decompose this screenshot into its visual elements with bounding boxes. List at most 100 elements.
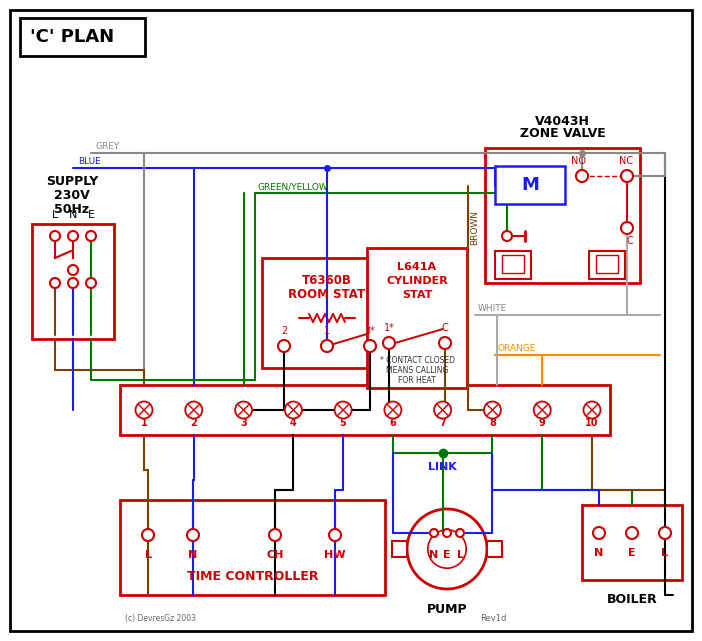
Text: N: N [69, 210, 77, 220]
Text: 6: 6 [390, 418, 396, 428]
Text: E: E [628, 548, 636, 558]
Text: TIME CONTROLLER: TIME CONTROLLER [187, 570, 318, 583]
Circle shape [269, 529, 281, 541]
Text: E: E [443, 550, 451, 560]
Text: N: N [430, 550, 439, 560]
Circle shape [135, 401, 152, 419]
Text: L: L [661, 548, 668, 558]
Text: CYLINDER: CYLINDER [386, 276, 448, 286]
Text: 1*: 1* [383, 323, 395, 333]
Circle shape [621, 222, 633, 234]
Text: N: N [188, 550, 198, 560]
Bar [487, 541, 502, 557]
Text: C: C [442, 323, 449, 333]
Text: L: L [52, 210, 58, 220]
Circle shape [68, 231, 78, 241]
Circle shape [68, 278, 78, 288]
Text: * CONTACT CLOSED: * CONTACT CLOSED [380, 356, 454, 365]
Bar [392, 541, 407, 557]
Circle shape [430, 529, 438, 537]
Text: ROOM STAT: ROOM STAT [289, 288, 366, 301]
Circle shape [583, 401, 600, 419]
Circle shape [407, 509, 487, 589]
Text: GREY: GREY [96, 142, 120, 151]
Text: STAT: STAT [402, 290, 432, 300]
Bar [582, 505, 682, 580]
Text: 2: 2 [281, 326, 287, 336]
Text: MEANS CALLING: MEANS CALLING [386, 366, 448, 375]
Text: BROWN: BROWN [470, 210, 479, 245]
Circle shape [142, 529, 154, 541]
Text: 4: 4 [290, 418, 297, 428]
Bar [495, 166, 565, 204]
Text: L: L [145, 550, 152, 560]
Bar [262, 258, 392, 368]
Circle shape [626, 527, 638, 539]
Text: L641A: L641A [397, 262, 437, 272]
Circle shape [86, 231, 96, 241]
Circle shape [456, 529, 464, 537]
Circle shape [434, 401, 451, 419]
Circle shape [383, 337, 395, 349]
Circle shape [86, 278, 96, 288]
Circle shape [329, 529, 341, 541]
Text: WHITE: WHITE [478, 304, 508, 313]
Circle shape [285, 401, 302, 419]
Circle shape [68, 265, 78, 275]
Circle shape [321, 340, 333, 352]
Text: 1: 1 [140, 418, 147, 428]
Circle shape [439, 337, 451, 349]
Circle shape [534, 401, 551, 419]
Text: ORANGE: ORANGE [498, 344, 536, 353]
Text: L: L [456, 550, 463, 560]
Text: PUMP: PUMP [427, 603, 468, 616]
Text: 7: 7 [439, 418, 446, 428]
Circle shape [576, 170, 588, 182]
Circle shape [484, 401, 501, 419]
Text: 9: 9 [539, 418, 545, 428]
Circle shape [621, 170, 633, 182]
Text: ZONE VALVE: ZONE VALVE [519, 127, 605, 140]
Text: SUPPLY: SUPPLY [46, 175, 98, 188]
Circle shape [185, 401, 202, 419]
Text: N: N [595, 548, 604, 558]
Text: 10: 10 [585, 418, 599, 428]
Bar [589, 251, 625, 279]
Text: V4043H: V4043H [535, 115, 590, 128]
Text: HW: HW [324, 550, 346, 560]
Text: 1: 1 [324, 326, 330, 336]
Text: LINK: LINK [428, 462, 457, 472]
Circle shape [443, 529, 451, 537]
Text: 5: 5 [340, 418, 347, 428]
Text: CH: CH [266, 550, 284, 560]
Text: C: C [626, 236, 633, 246]
Circle shape [385, 401, 402, 419]
Circle shape [50, 231, 60, 241]
Circle shape [593, 527, 605, 539]
Bar [20, 18, 145, 56]
Bar [596, 255, 618, 273]
Text: 3*: 3* [364, 326, 376, 336]
Circle shape [364, 340, 376, 352]
Circle shape [278, 340, 290, 352]
Text: NC: NC [619, 156, 633, 166]
Text: GREEN/YELLOW: GREEN/YELLOW [258, 182, 329, 191]
Bar [495, 251, 531, 279]
Text: T6360B: T6360B [302, 274, 352, 287]
Circle shape [502, 231, 512, 241]
Circle shape [235, 401, 252, 419]
Text: NO: NO [571, 156, 585, 166]
Text: 8: 8 [489, 418, 496, 428]
Text: (c) DevresGz 2003: (c) DevresGz 2003 [125, 614, 196, 623]
Text: FOR HEAT: FOR HEAT [398, 376, 436, 385]
Circle shape [50, 278, 60, 288]
Bar [502, 255, 524, 273]
Text: Rev1d: Rev1d [480, 614, 506, 623]
Text: 2: 2 [190, 418, 197, 428]
Bar [120, 500, 385, 595]
Bar [367, 248, 467, 388]
Text: BLUE: BLUE [78, 157, 101, 166]
Circle shape [428, 530, 466, 568]
Text: 3: 3 [240, 418, 247, 428]
Circle shape [335, 401, 352, 419]
